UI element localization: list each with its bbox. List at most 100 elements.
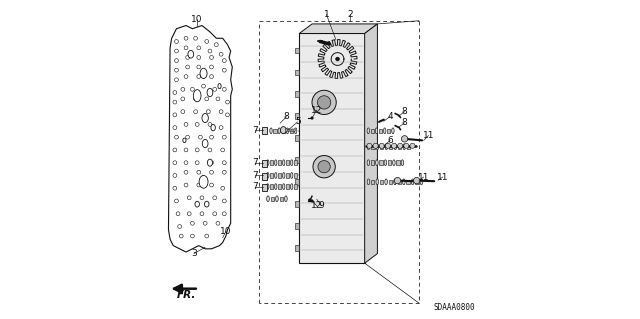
- Circle shape: [186, 56, 189, 59]
- Bar: [282, 129, 285, 133]
- Bar: [388, 160, 391, 165]
- Bar: [286, 184, 289, 189]
- Text: 1: 1: [323, 10, 329, 19]
- Ellipse shape: [193, 90, 201, 102]
- Ellipse shape: [375, 128, 378, 134]
- Bar: [300, 33, 365, 263]
- Bar: [296, 92, 300, 97]
- Circle shape: [179, 234, 183, 238]
- Ellipse shape: [211, 124, 216, 131]
- Text: 8: 8: [402, 107, 408, 116]
- Bar: [388, 180, 392, 184]
- Circle shape: [184, 161, 188, 165]
- Text: 9: 9: [319, 201, 324, 210]
- Bar: [273, 129, 276, 133]
- Polygon shape: [365, 24, 378, 263]
- Bar: [280, 197, 283, 201]
- Polygon shape: [300, 24, 378, 33]
- Circle shape: [222, 59, 226, 63]
- Ellipse shape: [286, 128, 289, 134]
- Circle shape: [413, 177, 420, 184]
- Bar: [371, 160, 374, 165]
- Ellipse shape: [267, 196, 269, 202]
- Circle shape: [317, 96, 331, 109]
- Bar: [296, 114, 300, 119]
- Circle shape: [219, 52, 223, 56]
- Circle shape: [207, 110, 211, 114]
- Circle shape: [385, 143, 390, 148]
- Circle shape: [401, 136, 408, 142]
- Circle shape: [210, 56, 214, 59]
- Circle shape: [173, 126, 177, 130]
- Text: 11: 11: [437, 173, 449, 182]
- Bar: [294, 160, 297, 165]
- Ellipse shape: [202, 114, 209, 122]
- Ellipse shape: [367, 144, 370, 150]
- Circle shape: [186, 65, 189, 69]
- Circle shape: [202, 84, 205, 88]
- Ellipse shape: [282, 173, 285, 178]
- Bar: [262, 184, 268, 191]
- Ellipse shape: [282, 160, 285, 166]
- Circle shape: [213, 87, 217, 91]
- Bar: [380, 160, 383, 165]
- Ellipse shape: [270, 128, 272, 134]
- Ellipse shape: [291, 160, 293, 166]
- Circle shape: [184, 46, 188, 50]
- Text: 12: 12: [311, 201, 323, 210]
- Ellipse shape: [218, 84, 221, 89]
- Circle shape: [222, 135, 226, 139]
- Circle shape: [222, 212, 226, 216]
- Circle shape: [293, 129, 296, 131]
- Circle shape: [291, 129, 294, 131]
- Circle shape: [222, 161, 226, 165]
- Circle shape: [208, 122, 212, 126]
- Text: 8: 8: [284, 112, 289, 121]
- Circle shape: [221, 186, 225, 190]
- Circle shape: [175, 68, 179, 72]
- Circle shape: [208, 49, 212, 53]
- Bar: [389, 145, 392, 149]
- Text: 11: 11: [422, 131, 434, 140]
- Circle shape: [200, 196, 204, 200]
- Bar: [290, 129, 293, 133]
- Circle shape: [184, 75, 188, 78]
- Bar: [296, 223, 300, 229]
- Circle shape: [175, 59, 179, 63]
- Ellipse shape: [275, 160, 277, 166]
- Bar: [296, 136, 300, 141]
- Bar: [296, 179, 300, 185]
- Circle shape: [210, 170, 214, 174]
- Text: 7: 7: [252, 126, 257, 135]
- Ellipse shape: [412, 179, 414, 185]
- Ellipse shape: [205, 201, 209, 207]
- Bar: [296, 157, 300, 163]
- Ellipse shape: [267, 173, 269, 178]
- Circle shape: [308, 199, 312, 202]
- Circle shape: [188, 196, 191, 200]
- Bar: [262, 173, 268, 180]
- Circle shape: [195, 148, 199, 152]
- Circle shape: [175, 40, 179, 43]
- Bar: [371, 180, 374, 184]
- Text: 3: 3: [191, 249, 197, 258]
- Circle shape: [184, 122, 188, 126]
- Circle shape: [197, 170, 201, 174]
- Ellipse shape: [200, 68, 207, 78]
- Circle shape: [216, 97, 220, 101]
- Bar: [278, 160, 281, 165]
- Bar: [296, 48, 300, 53]
- Circle shape: [219, 126, 223, 130]
- Circle shape: [186, 135, 189, 139]
- Ellipse shape: [195, 201, 200, 207]
- Circle shape: [176, 212, 180, 216]
- Circle shape: [213, 212, 217, 216]
- Circle shape: [221, 148, 225, 152]
- Circle shape: [219, 110, 223, 114]
- Circle shape: [208, 148, 212, 152]
- Bar: [380, 145, 383, 149]
- Circle shape: [404, 143, 409, 148]
- Circle shape: [184, 148, 188, 152]
- Circle shape: [197, 75, 201, 78]
- Bar: [270, 173, 273, 178]
